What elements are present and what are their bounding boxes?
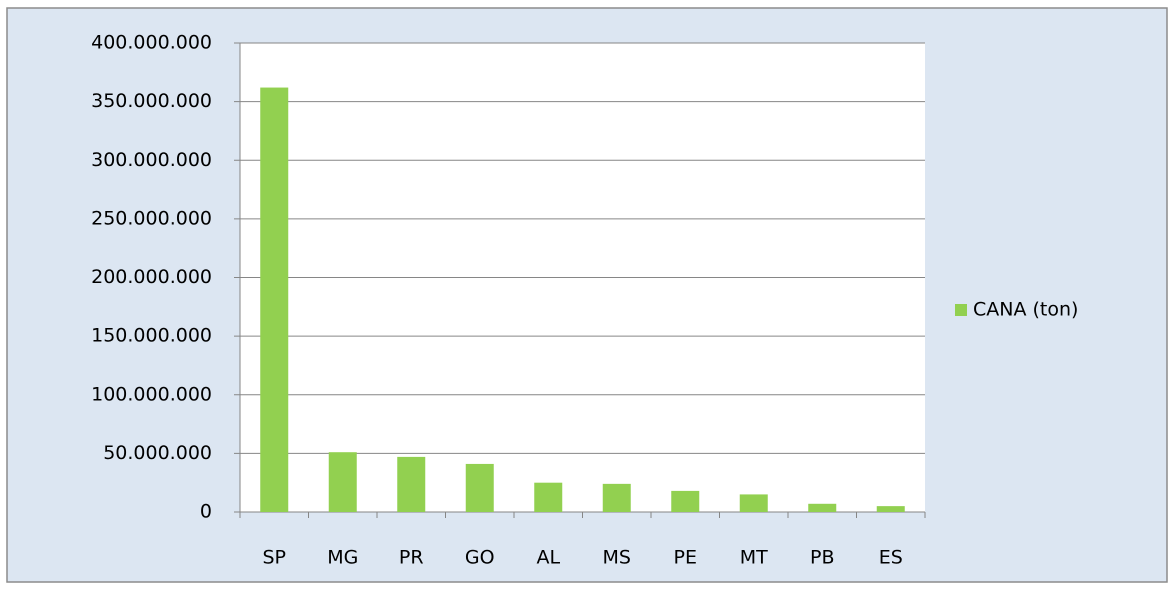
- y-tick-label: 400.000.000: [91, 32, 212, 54]
- x-tick-label: AL: [536, 547, 560, 569]
- y-tick-label: 250.000.000: [91, 207, 212, 229]
- x-tick-label: GO: [465, 547, 495, 569]
- x-tick-label: ES: [879, 547, 903, 569]
- bar: [671, 490, 700, 512]
- x-tick-label: PE: [674, 547, 697, 569]
- y-tick-label: 200.000.000: [91, 266, 212, 288]
- x-tick-label: SP: [262, 547, 286, 569]
- bar: [328, 452, 357, 512]
- legend-label: CANA (ton): [973, 299, 1078, 321]
- y-tick-label: 300.000.000: [91, 149, 212, 171]
- bar: [602, 483, 631, 512]
- bar: [260, 87, 289, 513]
- x-tick-label: MT: [740, 547, 768, 569]
- y-tick-label: 150.000.000: [91, 325, 212, 347]
- bar: [876, 506, 905, 512]
- bar: [465, 463, 494, 512]
- bar: [739, 494, 768, 512]
- x-tick-label: MS: [603, 547, 631, 569]
- bar: [397, 456, 426, 512]
- bar: [808, 503, 837, 512]
- x-tick-label: PR: [399, 547, 424, 569]
- y-tick-label: 0: [200, 501, 212, 523]
- legend-swatch: [955, 304, 967, 316]
- y-tick-label: 100.000.000: [91, 383, 212, 405]
- bar: [534, 482, 563, 512]
- x-tick-label: PB: [810, 547, 835, 569]
- y-tick-label: 350.000.000: [91, 90, 212, 112]
- y-tick-label: 50.000.000: [103, 442, 212, 464]
- x-tick-label: MG: [327, 547, 358, 569]
